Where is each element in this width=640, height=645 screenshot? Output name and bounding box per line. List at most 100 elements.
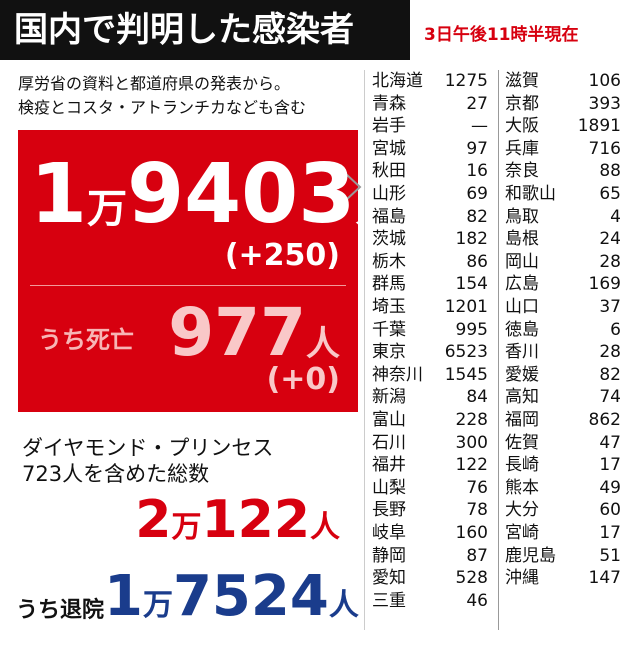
prefecture-name: 岡山: [505, 251, 539, 272]
prefecture-name: 静岡: [372, 545, 406, 566]
prefecture-name: 北海道: [372, 71, 423, 91]
prefecture-name: 兵庫: [505, 138, 539, 159]
prefecture-name: 愛媛: [505, 364, 539, 385]
prefecture-count: 51: [599, 545, 621, 566]
title: 国内で判明した感染者: [14, 10, 354, 50]
prefecture-count: 88: [599, 161, 621, 182]
prefecture-name: 大阪: [505, 116, 539, 137]
prefecture-name: 東京: [372, 342, 406, 363]
prefecture-count: 17: [599, 523, 621, 543]
prefecture-name: 岩手: [372, 116, 406, 137]
prefecture-row: 岡山 28: [505, 251, 621, 273]
prefecture-count: 1891: [577, 116, 621, 137]
prefecture-count: 46: [466, 590, 488, 611]
prefecture-row: 熊本 49: [505, 477, 621, 499]
prefecture-count: 122: [455, 455, 488, 476]
prefecture-row: 山梨 76: [372, 477, 488, 499]
prefecture-name: 秋田: [372, 161, 406, 182]
prefecture-row: 三重 46: [372, 590, 488, 612]
prefecture-row: 沖縄 147: [505, 567, 621, 589]
prefecture-row: 岩手 —: [372, 115, 488, 137]
prefecture-name: 青森: [372, 93, 406, 114]
prefecture-row: 石川 300: [372, 432, 488, 454]
prefecture-name: 京都: [505, 93, 539, 114]
prefecture-row: 新潟 84: [372, 386, 488, 408]
prefecture-name: 宮崎: [505, 523, 539, 543]
prefecture-count: 393: [588, 93, 621, 114]
prefecture-count: 82: [466, 206, 488, 227]
prefecture-count: 28: [599, 251, 621, 272]
prefecture-count: 87: [466, 545, 488, 566]
prefecture-row: 宮城 97: [372, 138, 488, 160]
deaths-change: (+0): [266, 362, 340, 397]
prefecture-row: 奈良 88: [505, 160, 621, 182]
prefecture-row: 千葉 995: [372, 319, 488, 341]
timestamp: 3日午後11時半現在: [424, 25, 579, 45]
prefecture-row: 兵庫 716: [505, 138, 621, 160]
cruise-total: 2万122人: [135, 490, 340, 550]
prefecture-name: 島根: [505, 229, 539, 250]
prefecture-name: 佐賀: [505, 432, 539, 453]
prefecture-count: 6523: [444, 342, 488, 363]
prefecture-name: 高知: [505, 387, 539, 408]
header-bar: [0, 0, 410, 60]
cruise-note: 723人を含めた総数: [22, 462, 210, 486]
prefecture-count: 862: [588, 410, 621, 430]
prefecture-count: 147: [588, 568, 621, 589]
prefecture-row: 福井 122: [372, 454, 488, 476]
prefecture-name: 山形: [372, 184, 406, 204]
prefecture-name: 富山: [372, 410, 406, 430]
prefecture-name: 熊本: [505, 477, 539, 498]
prefecture-count: 49: [599, 477, 621, 498]
prefecture-name: 栃木: [372, 251, 406, 272]
deaths-label: うち死亡: [38, 326, 134, 354]
prefecture-name: 長崎: [505, 455, 539, 476]
prefecture-row: 青森 27: [372, 93, 488, 115]
prefecture-row: 広島 169: [505, 273, 621, 295]
prefecture-count: 6: [610, 319, 621, 340]
prefecture-row: 山口 37: [505, 296, 621, 318]
divider: [30, 285, 346, 286]
note: 検疫とコスタ・アトランチカなども含む: [18, 98, 307, 117]
prefecture-name: 神奈川: [372, 364, 423, 385]
prefecture-count: 97: [466, 138, 488, 159]
prefecture-name: 徳島: [505, 319, 539, 340]
prefecture-name: 鳥取: [505, 206, 539, 227]
prefecture-count: —: [471, 116, 488, 137]
prefecture-count: 69: [466, 184, 488, 204]
prefecture-name: 沖縄: [505, 568, 539, 589]
prefecture-name: 山口: [505, 297, 539, 317]
prefecture-count: 4: [610, 206, 621, 227]
prefecture-count: 27: [466, 93, 488, 114]
prefecture-row: 島根 24: [505, 228, 621, 250]
prefecture-name: 石川: [372, 432, 406, 453]
prefecture-row: 大阪 1891: [505, 115, 621, 137]
prefecture-row: 香川 28: [505, 341, 621, 363]
prefecture-row: 埼玉 1201: [372, 296, 488, 318]
prefecture-count: 1545: [444, 364, 488, 385]
pointer: [345, 173, 362, 201]
total-value: 1万9403人: [30, 147, 396, 242]
prefecture-count: 154: [455, 274, 488, 295]
prefecture-row: 大分 60: [505, 499, 621, 521]
prefecture-row: 滋賀 106: [505, 70, 621, 92]
prefecture-row: 愛知 528: [372, 567, 488, 589]
prefecture-count: 28: [599, 342, 621, 363]
prefecture-row: 鳥取 4: [505, 206, 621, 228]
prefecture-name: 長野: [372, 500, 406, 521]
prefecture-row: 長野 78: [372, 499, 488, 521]
prefecture-name: 福島: [372, 206, 406, 227]
prefecture-count: 84: [466, 387, 488, 408]
prefecture-row: 静岡 87: [372, 545, 488, 567]
prefecture-name: 三重: [372, 590, 406, 611]
cruise-note: ダイヤモンド・プリンセス: [22, 436, 274, 460]
prefecture-row: 福島 82: [372, 206, 488, 228]
prefecture-name: 香川: [505, 342, 539, 363]
prefecture-count: 74: [599, 387, 621, 408]
prefecture-row: 佐賀 47: [505, 432, 621, 454]
prefecture-row: 徳島 6: [505, 319, 621, 341]
prefecture-name: 愛知: [372, 568, 406, 589]
prefecture-row: 高知 74: [505, 386, 621, 408]
prefecture-row: 神奈川 1545: [372, 364, 488, 386]
prefecture-count: 16: [466, 161, 488, 182]
